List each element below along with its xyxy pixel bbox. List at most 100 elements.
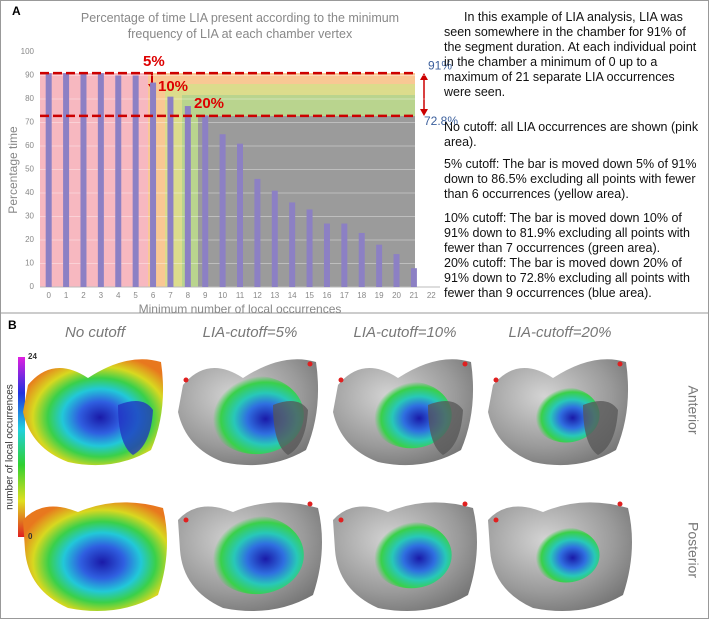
- heart-map: [23, 359, 164, 466]
- x-tick-label: 1: [64, 291, 69, 300]
- y-tick-label: 40: [25, 188, 34, 197]
- x-axis-label: Minimum number of local occurrences: [139, 302, 342, 316]
- bar: [97, 73, 104, 288]
- heart-map: [23, 502, 167, 612]
- bar: [132, 75, 139, 287]
- x-tick-label: 5: [133, 291, 138, 300]
- bar: [289, 202, 296, 287]
- x-tick-label: 3: [99, 291, 104, 300]
- column-header: LIA-cutoff=5%: [203, 324, 298, 341]
- y-axis-label: Percentage time: [6, 126, 20, 214]
- heart-map: [488, 359, 629, 466]
- paragraph: 5% cutoff: The bar is moved down 5% of 9…: [444, 157, 697, 201]
- x-tick-label: 14: [288, 291, 297, 300]
- bar: [341, 223, 348, 287]
- bar: [219, 134, 226, 287]
- panel-label: A: [12, 4, 21, 18]
- paragraph: 20% cutoff: The bar is moved down 20% of…: [444, 256, 690, 300]
- bar: [150, 82, 157, 287]
- x-tick-label: 10: [218, 291, 227, 300]
- column-header: LIA-cutoff=20%: [509, 324, 612, 341]
- x-tick-label: 18: [357, 291, 366, 300]
- cutoff-annotation: 10%: [158, 78, 188, 95]
- colorbar-label: number of local occurrences: [5, 384, 16, 510]
- red-spot: [307, 501, 313, 507]
- y-tick-label: 50: [25, 165, 34, 174]
- bar: [115, 75, 122, 287]
- cutoff-annotation: 5%: [143, 53, 165, 70]
- x-tick-label: 19: [375, 291, 384, 300]
- bar: [393, 254, 400, 287]
- colorbar: [18, 357, 25, 537]
- y-tick-label: 70: [25, 118, 34, 127]
- valve-opening: [583, 401, 618, 455]
- reference-label: 72.8%: [424, 114, 458, 128]
- x-tick-label: 2: [81, 291, 86, 300]
- x-tick-label: 13: [270, 291, 279, 300]
- x-tick-label: 4: [116, 291, 121, 300]
- bar: [410, 268, 417, 287]
- activity-patch: [208, 515, 304, 595]
- red-spot: [307, 361, 313, 367]
- column-header: LIA-cutoff=10%: [354, 324, 457, 341]
- y-tick-label: 90: [25, 71, 34, 80]
- red-spot: [462, 361, 468, 367]
- bar: [184, 106, 191, 287]
- paragraph: 10% cutoff: The bar is moved down 10% of…: [444, 211, 690, 255]
- x-tick-label: 15: [305, 291, 314, 300]
- cutoff-annotation: 20%: [194, 95, 224, 112]
- x-tick-label: 6: [151, 291, 156, 300]
- x-tick-label: 11: [236, 291, 245, 300]
- x-tick-label: 17: [340, 291, 349, 300]
- bar: [45, 73, 52, 288]
- red-spot: [183, 517, 189, 523]
- heart-surface: [23, 502, 167, 612]
- x-tick-label: 8: [186, 291, 191, 300]
- paragraph: In this example of LIA analysis, LIA was…: [444, 10, 697, 99]
- activity-patch: [532, 387, 600, 443]
- x-tick-label: 12: [253, 291, 262, 300]
- x-tick-label: 16: [323, 291, 332, 300]
- y-tick-label: 80: [25, 94, 34, 103]
- reference-label: 91%: [428, 58, 452, 72]
- bar: [237, 143, 243, 287]
- heart-map: [488, 501, 632, 612]
- valve-opening: [118, 401, 153, 455]
- bar: [63, 73, 70, 288]
- x-tick-label: 0: [46, 291, 51, 300]
- y-tick-label: 100: [21, 47, 35, 56]
- x-tick-label: 22: [427, 291, 436, 300]
- x-tick-label: 7: [168, 291, 173, 300]
- y-tick-label: 20: [25, 235, 34, 244]
- red-spot: [338, 377, 344, 383]
- paragraph: No cutoff: all LIA occurrences are shown…: [444, 120, 699, 149]
- column-header: No cutoff: [65, 324, 127, 341]
- row-label: Anterior: [685, 385, 701, 434]
- red-spot: [462, 501, 468, 507]
- heart-map: [333, 501, 477, 612]
- valve-opening: [273, 401, 308, 455]
- y-tick-label: 30: [25, 212, 34, 221]
- row-label: Posterior: [685, 522, 701, 578]
- bar: [323, 223, 330, 287]
- x-tick-label: 9: [203, 291, 208, 300]
- x-tick-label: 20: [392, 291, 401, 300]
- bar: [376, 244, 383, 287]
- red-spot: [493, 517, 499, 523]
- chart-title: Percentage of time LIA present according…: [80, 11, 400, 41]
- panel-label: B: [8, 318, 17, 332]
- bar: [271, 190, 278, 287]
- y-tick-label: 0: [30, 282, 35, 291]
- red-spot: [338, 517, 344, 523]
- bar: [80, 73, 87, 288]
- bar: [167, 96, 174, 288]
- bar: [254, 178, 261, 287]
- x-tick-label: 21: [409, 291, 418, 300]
- valve-opening: [428, 401, 463, 455]
- red-spot: [617, 501, 623, 507]
- heart-map: [178, 359, 319, 466]
- heart-map: [333, 359, 474, 466]
- y-tick-label: 10: [25, 259, 34, 268]
- no-cutoff-area: [40, 73, 148, 287]
